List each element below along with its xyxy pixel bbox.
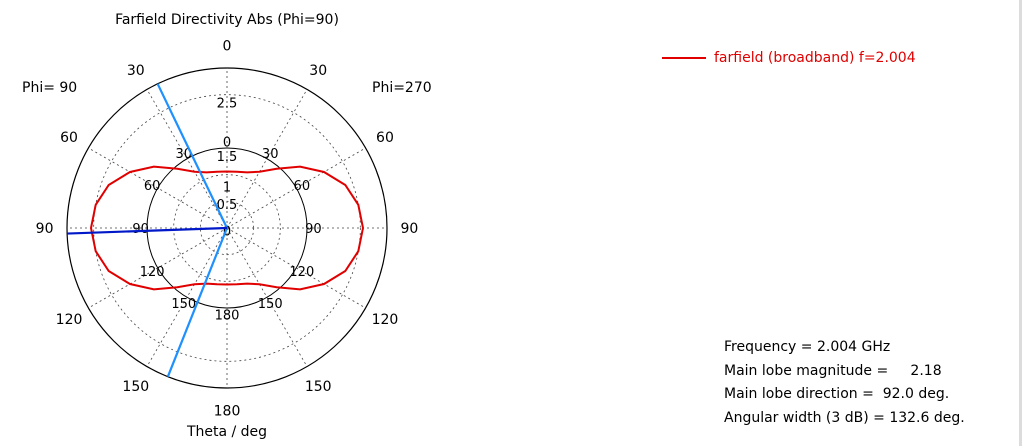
outer-angle-label: 60 [60,130,78,146]
window-edge [1019,0,1022,446]
chart-title: Farfield Directivity Abs (Phi=90) [115,12,339,28]
outer-angle-label: 60 [376,130,394,146]
inner-angle-label: 150 [171,297,196,312]
legend-label: farfield (broadband) f=2.004 [714,50,916,66]
grid-spoke [226,147,366,229]
inner-angle-label: 150 [258,297,283,312]
grid-circle [93,94,361,362]
grid-spoke [226,227,366,309]
pattern-curve [89,165,365,291]
inner-angle-label: 30 [176,147,193,162]
outer-angle-label: 90 [400,221,418,237]
polar-grid: 0 0.5 1 1.5 2.5 0 30 60 90 120 150 180 150 120 90 60 30 0… [36,39,419,420]
frequency-text: Frequency = 2.004 GHz [724,339,891,355]
outer-angle-label: 180 [214,403,241,419]
outer-angle-label: 120 [56,312,83,328]
grid-spoke [88,227,228,309]
main-lobe-line [67,226,228,235]
outer-angle-label: 150 [305,379,332,395]
inner-angle-label: 120 [140,265,165,280]
phi-left-label: Phi= 90 [22,80,77,96]
grid-spoke [226,227,308,367]
outer-angle-label: 90 [36,221,54,237]
legend-swatch [662,57,706,59]
grid-spoke [88,147,228,229]
inner-angle-label: 120 [289,265,314,280]
radial-tick-label: 2.5 [217,97,238,112]
outer-angle-label: 0 [223,39,232,55]
grid-circle [173,174,281,282]
radial-tick-label: 1 [223,180,231,195]
inner-angle-label: 0 [223,136,231,151]
radial-tick-label: 0.5 [217,198,238,213]
phi-right-label: Phi=270 [372,80,432,96]
main-lobe-direction-text: Main lobe direction = 92.0 deg. [724,386,950,402]
grid-spoke [146,227,228,367]
inner-angle-label: 60 [294,179,311,194]
inner-angle-label: 60 [144,179,161,194]
chart-marks [67,83,365,378]
angular-width-text: Angular width (3 dB) = 132.6 deg. [724,409,965,426]
grid-spoke [146,89,228,229]
inner-angle-label: 30 [262,147,279,162]
outer-angle-label: 30 [309,63,327,79]
result-summary: Frequency = 2.004 GHz Main lobe magnitud… [724,336,965,430]
beamwidth-line [156,83,228,229]
inner-angle-label: 90 [305,222,322,237]
radial-tick-label: 0 [223,225,231,240]
beamwidth-line [166,227,229,378]
outer-angle-label: 120 [372,312,399,328]
grid-spoke [226,89,308,229]
inner-angle-label: 90 [132,222,149,237]
x-axis-label: Theta / deg [186,424,267,440]
inner-angle-label: 180 [215,308,240,323]
main-lobe-magnitude-text: Main lobe magnitude = 2.18 [724,362,942,379]
outer-circle [66,67,388,389]
outer-angle-label: 150 [122,379,149,395]
radial-tick-label: 1.5 [217,150,238,165]
legend: farfield (broadband) f=2.004 [662,50,916,66]
outer-angle-label: 30 [127,63,145,79]
